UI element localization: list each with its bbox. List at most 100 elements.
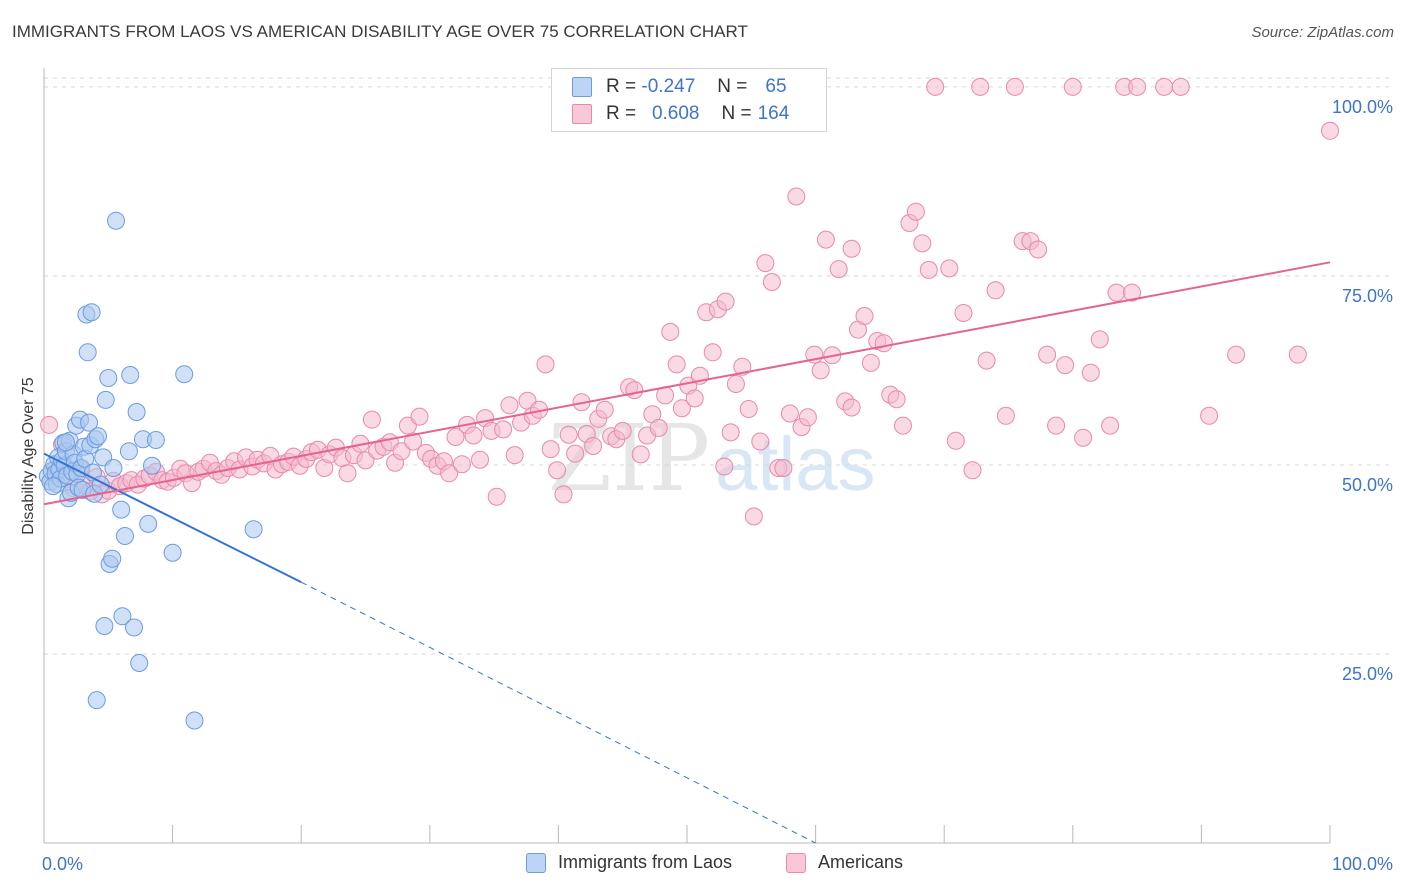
- americans-point: [874, 334, 893, 353]
- laos-point: [175, 365, 194, 384]
- americans-point: [926, 77, 945, 96]
- americans-point: [356, 451, 375, 470]
- americans-point: [887, 390, 906, 409]
- americans-point: [410, 407, 429, 426]
- legend-r-value-americans: 0.608: [651, 103, 700, 124]
- tick-labels: 25.0% 50.0% 75.0% 100.0% 0.0% 100.0%: [42, 97, 1393, 874]
- legend-n-value-laos: 65: [765, 76, 787, 97]
- americans-point: [744, 507, 763, 526]
- americans-point: [1063, 77, 1082, 96]
- americans-point: [751, 432, 770, 451]
- americans-point: [595, 400, 614, 419]
- americans-point: [1056, 356, 1075, 375]
- laos-point: [99, 369, 118, 387]
- americans-point: [861, 353, 880, 372]
- series-legend-laos[interactable]: Immigrants from Laos: [526, 852, 732, 873]
- americans-point: [392, 442, 411, 461]
- americans-point: [649, 418, 668, 437]
- laos-point: [78, 343, 97, 362]
- series-legend: Immigrants from Laos Americans: [0, 852, 1406, 878]
- legend-swatch-laos: [572, 77, 592, 97]
- legend-r-label: R =: [606, 103, 637, 124]
- americans-point: [40, 415, 59, 434]
- laos-point: [146, 431, 165, 449]
- laos-point: [125, 618, 143, 637]
- americans-point: [541, 440, 560, 459]
- americans-point: [986, 281, 1005, 300]
- americans-point: [672, 399, 691, 418]
- americans-point: [842, 398, 861, 417]
- americans-point: [471, 450, 489, 469]
- americans-point: [1047, 416, 1066, 435]
- americans-point: [584, 437, 603, 455]
- americans-point: [1128, 77, 1147, 96]
- americans-point: [906, 202, 925, 221]
- y-tick-label: 75.0%: [1342, 286, 1393, 306]
- americans-point: [1081, 363, 1100, 382]
- laos-trend-line: [43, 452, 302, 584]
- laos-points: [38, 211, 263, 730]
- series-label-laos: Immigrants from Laos: [558, 852, 733, 872]
- legend-n-label: N =: [717, 76, 748, 97]
- americans-point: [613, 421, 632, 440]
- americans-point: [739, 400, 758, 418]
- laos-point: [44, 477, 62, 496]
- americans-point: [338, 464, 357, 483]
- series-swatch-americans: [786, 852, 806, 873]
- americans-point: [798, 408, 817, 427]
- americans-point: [554, 485, 573, 504]
- americans-point: [842, 239, 861, 258]
- laos-point: [244, 520, 263, 539]
- americans-point: [1038, 345, 1057, 364]
- americans-trend-line: [43, 261, 1331, 506]
- americans-point: [548, 461, 567, 480]
- legend-n-label: N =: [721, 103, 752, 124]
- laos-point: [112, 500, 131, 519]
- trend-lines: [43, 261, 1331, 844]
- chart-source: Source: ZipAtlas.com: [1251, 24, 1394, 41]
- americans-point: [756, 254, 775, 273]
- laos-point: [103, 549, 122, 568]
- americans-point: [716, 292, 735, 311]
- series-swatch-laos: [526, 852, 546, 873]
- americans-point: [1288, 345, 1307, 364]
- laos-point: [119, 442, 138, 461]
- americans-point: [1123, 283, 1141, 302]
- americans-point: [625, 381, 644, 400]
- americans-point: [536, 355, 555, 374]
- legend-swatch-americans: [572, 104, 592, 124]
- americans-point: [362, 410, 381, 429]
- axes: [43, 68, 1331, 844]
- laos-point: [104, 459, 123, 477]
- americans-point: [440, 464, 459, 483]
- americans-point: [1321, 121, 1339, 140]
- laos-point: [116, 527, 134, 545]
- series-legend-americans[interactable]: Americans: [786, 852, 903, 873]
- legend-row-laos: R = -0.247 N = 65: [572, 74, 787, 100]
- americans-point: [1074, 428, 1093, 447]
- americans-point: [780, 404, 799, 423]
- laos-point: [96, 390, 115, 409]
- correlation-legend: R = -0.247 N = 65 R = 0.608 N = 164: [551, 68, 827, 132]
- y-tick-label: 50.0%: [1342, 475, 1393, 495]
- americans-point: [446, 428, 465, 446]
- americans-point: [404, 432, 423, 451]
- americans-point: [500, 396, 519, 415]
- americans-point: [787, 187, 806, 206]
- americans-point: [963, 461, 982, 480]
- series-label-americans: Americans: [818, 852, 904, 872]
- americans-point: [667, 355, 686, 374]
- laos-trend-extension: [300, 581, 816, 844]
- laos-point: [56, 433, 75, 452]
- chart-title: IMMIGRANTS FROM LAOS VS AMERICAN DISABIL…: [12, 22, 748, 41]
- americans-point: [894, 416, 912, 435]
- americans-point: [1101, 416, 1120, 435]
- y-tick-label: 100.0%: [1332, 97, 1393, 117]
- americans-point: [566, 444, 585, 463]
- legend-n-value-americans: 164: [757, 103, 790, 124]
- americans-point: [946, 431, 965, 450]
- x-tick-label-max: 100.0%: [1332, 854, 1393, 874]
- americans-point: [703, 343, 722, 362]
- americans-point: [721, 423, 740, 442]
